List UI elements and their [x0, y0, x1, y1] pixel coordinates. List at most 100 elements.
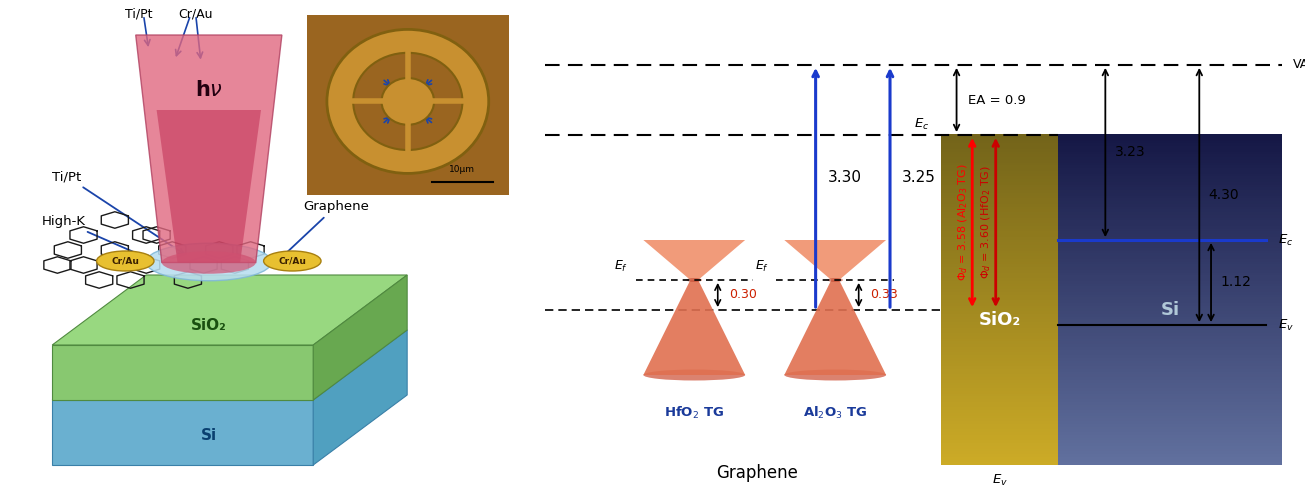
Bar	[1058, 137, 1282, 140]
Bar	[941, 269, 1058, 272]
Bar	[941, 274, 1058, 278]
Bar	[941, 376, 1058, 380]
Bar	[941, 145, 1058, 149]
Bar	[941, 417, 1058, 421]
Bar	[941, 426, 1058, 429]
Bar	[941, 434, 1058, 438]
Bar	[1058, 206, 1282, 210]
Bar	[1058, 299, 1282, 303]
Bar	[1058, 456, 1282, 460]
Bar	[941, 357, 1058, 360]
Bar	[941, 203, 1058, 206]
Bar	[1058, 269, 1282, 272]
Bar	[941, 445, 1058, 448]
Bar	[941, 266, 1058, 270]
Bar	[1058, 340, 1282, 344]
Bar	[941, 428, 1058, 432]
Text: HfO$_2$ TG: HfO$_2$ TG	[664, 405, 724, 421]
Bar	[941, 382, 1058, 385]
Bar	[1058, 242, 1282, 245]
Bar	[1058, 318, 1282, 322]
Bar	[941, 299, 1058, 303]
Bar	[1058, 387, 1282, 391]
Text: $\Phi_d$ = 3.58 (Al$_2$O$_3$ TG): $\Phi_d$ = 3.58 (Al$_2$O$_3$ TG)	[957, 164, 970, 282]
Bar	[1058, 376, 1282, 380]
Bar	[1058, 313, 1282, 316]
Bar	[1058, 384, 1282, 388]
Polygon shape	[784, 240, 886, 280]
Bar	[1058, 277, 1282, 281]
Bar	[941, 150, 1058, 154]
Bar	[941, 324, 1058, 328]
Bar	[1058, 282, 1282, 286]
Bar	[941, 360, 1058, 363]
Bar	[941, 156, 1058, 160]
Bar	[1058, 159, 1282, 162]
Bar	[941, 370, 1058, 374]
Bar	[1058, 426, 1282, 429]
Bar	[1058, 332, 1282, 336]
Bar	[941, 294, 1058, 297]
Bar	[941, 228, 1058, 231]
Bar	[941, 354, 1058, 358]
Text: 3.30: 3.30	[827, 170, 861, 185]
Bar	[941, 222, 1058, 226]
Bar	[941, 134, 1058, 138]
Bar	[1058, 186, 1282, 190]
Text: SiO₂: SiO₂	[191, 318, 227, 332]
Bar	[1058, 412, 1282, 416]
Bar	[1058, 230, 1282, 234]
Bar	[941, 456, 1058, 460]
Bar	[1058, 225, 1282, 228]
Bar	[1058, 285, 1282, 289]
Bar	[941, 395, 1058, 399]
Bar	[1058, 321, 1282, 325]
Bar	[1058, 360, 1282, 363]
Bar	[1058, 214, 1282, 218]
Circle shape	[381, 78, 435, 125]
Text: 3.23: 3.23	[1114, 146, 1146, 160]
Bar	[941, 343, 1058, 347]
Bar	[941, 206, 1058, 210]
Bar	[1058, 153, 1282, 157]
Ellipse shape	[686, 278, 702, 282]
Bar	[941, 200, 1058, 204]
Bar	[1058, 172, 1282, 176]
Text: EA = 0.9: EA = 0.9	[968, 94, 1026, 106]
Bar	[941, 285, 1058, 289]
Bar	[1058, 440, 1282, 443]
Bar	[1058, 294, 1282, 297]
Bar	[941, 448, 1058, 451]
Bar	[941, 318, 1058, 322]
Bar	[1058, 302, 1282, 306]
Bar	[941, 238, 1058, 242]
Bar	[1058, 428, 1282, 432]
Text: 0.33: 0.33	[870, 288, 898, 302]
Text: Si: Si	[201, 428, 217, 442]
Polygon shape	[643, 240, 745, 280]
Bar	[1058, 461, 1282, 465]
Bar	[1058, 368, 1282, 372]
Text: VAC: VAC	[1293, 58, 1305, 71]
Bar	[941, 255, 1058, 259]
Bar	[1058, 263, 1282, 267]
Bar	[1058, 324, 1282, 328]
Bar	[941, 302, 1058, 306]
Ellipse shape	[162, 251, 256, 274]
Bar	[941, 373, 1058, 377]
Bar	[1058, 458, 1282, 462]
Bar	[1058, 346, 1282, 350]
Text: $E_c$: $E_c$	[913, 118, 929, 132]
Bar	[941, 216, 1058, 220]
Bar	[1058, 417, 1282, 421]
Bar	[941, 404, 1058, 407]
Bar	[1058, 233, 1282, 237]
Bar	[941, 164, 1058, 168]
Bar	[1058, 189, 1282, 193]
Bar	[941, 335, 1058, 338]
Bar	[1058, 448, 1282, 451]
Bar	[1058, 423, 1282, 426]
Text: Ti/Pt: Ti/Pt	[124, 8, 153, 20]
Bar	[1058, 170, 1282, 173]
Bar	[941, 310, 1058, 314]
